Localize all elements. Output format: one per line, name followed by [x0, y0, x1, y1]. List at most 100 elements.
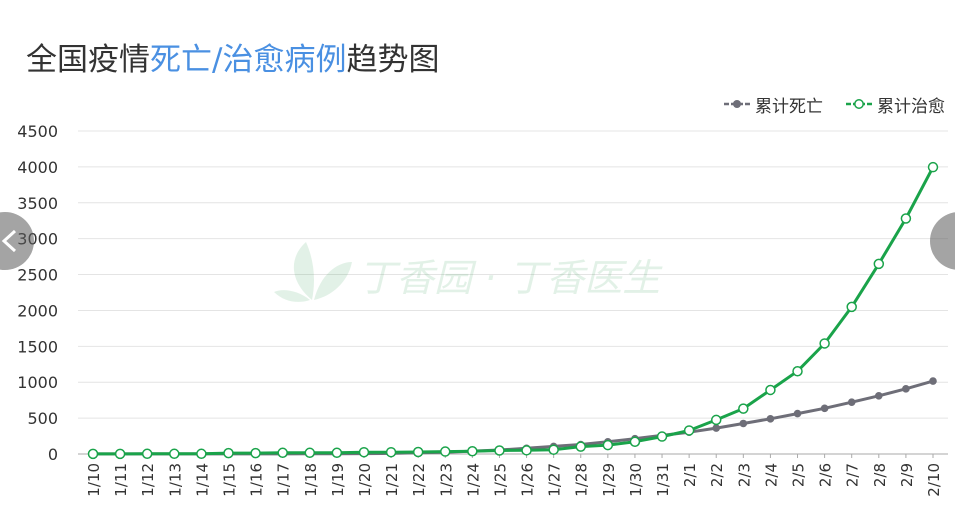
data-point — [440, 446, 451, 457]
x-tick-label: 2/4 — [762, 463, 780, 487]
data-point — [900, 213, 912, 224]
data-point — [141, 448, 153, 460]
series-points-cured — [87, 161, 939, 460]
x-tick-label: 1/16 — [248, 463, 266, 497]
data-point — [358, 446, 370, 458]
data-point — [846, 301, 857, 313]
data-point — [602, 439, 614, 451]
watermark-text: 丁香园 · 丁香医生 — [358, 256, 663, 300]
data-point — [521, 445, 532, 456]
data-point — [765, 384, 776, 396]
x-tick-label: 1/21 — [383, 463, 401, 497]
x-tick-label: 1/13 — [166, 463, 184, 497]
data-point — [875, 391, 883, 400]
data-point — [793, 409, 802, 418]
data-point — [902, 385, 910, 393]
data-point — [304, 447, 316, 459]
data-point — [766, 415, 775, 423]
data-point — [819, 338, 830, 349]
data-point — [169, 448, 180, 460]
x-tick-label: 2/5 — [790, 463, 808, 487]
data-point — [929, 377, 937, 385]
data-point — [739, 419, 748, 428]
data-point — [196, 448, 207, 460]
data-point — [575, 441, 586, 452]
x-tick-label: 1/10 — [85, 463, 103, 497]
x-tick-label: 2/3 — [735, 463, 753, 487]
x-tick-label: 1/31 — [654, 463, 672, 497]
legend-death-marker — [724, 100, 750, 108]
data-point — [250, 447, 261, 459]
watermark: 丁香园 · 丁香医生 — [274, 242, 663, 302]
y-tick-label: 2000 — [17, 301, 58, 320]
data-point — [494, 445, 505, 456]
data-point — [927, 161, 939, 173]
x-tick-label: 1/24 — [464, 463, 482, 497]
y-tick-label: 4500 — [17, 122, 58, 141]
x-tick-label: 1/15 — [220, 463, 238, 497]
x-tick-label: 2/6 — [817, 463, 835, 487]
data-point — [412, 446, 424, 458]
x-tick-label: 1/27 — [546, 463, 564, 497]
x-tick-label: 1/20 — [356, 463, 374, 497]
y-tick-label: 0 — [48, 445, 58, 464]
y-tick-label: 1000 — [17, 373, 58, 392]
data-point — [385, 446, 397, 458]
data-point — [629, 436, 641, 447]
data-point — [114, 448, 126, 460]
data-point — [873, 258, 885, 270]
legend-item-cured[interactable]: 累计治愈 — [845, 92, 945, 117]
series-line-death — [93, 379, 934, 456]
data-point — [656, 431, 668, 442]
data-point — [331, 447, 343, 459]
y-tick-label: 2500 — [17, 266, 58, 285]
data-point — [847, 398, 856, 406]
legend-death-label: 累计死亡 — [755, 96, 823, 117]
x-tick-label: 2/1 — [681, 463, 699, 487]
data-point — [792, 365, 803, 377]
x-tick-label: 1/12 — [139, 463, 157, 497]
chart-title: 全国疫情死亡/治愈病例趋势图 — [26, 38, 439, 82]
data-point — [548, 444, 559, 455]
legend-cured-marker — [846, 99, 872, 109]
title-part-1: 全国疫情 — [26, 42, 150, 78]
y-tick-label: 3500 — [17, 194, 58, 213]
x-tick-label: 1/30 — [627, 463, 645, 497]
data-point — [738, 403, 749, 414]
x-tick-label: 2/2 — [708, 463, 726, 487]
x-tick-label: 1/28 — [573, 463, 591, 497]
data-point — [820, 404, 829, 413]
data-point — [712, 424, 721, 432]
legend-item-death[interactable]: 累计死亡 — [723, 92, 823, 117]
title-part-3: 趋势图 — [346, 42, 440, 78]
y-tick-label: 1500 — [17, 337, 58, 356]
x-tick-label: 2/10 — [925, 463, 943, 497]
x-tick-label: 1/23 — [437, 463, 455, 497]
legend-cured-label: 累计治愈 — [877, 96, 945, 117]
y-tick-label: 4000 — [17, 158, 58, 177]
data-point — [467, 446, 478, 457]
x-tick-label: 1/25 — [491, 463, 509, 497]
chevron-left-icon — [1, 229, 17, 253]
x-tick-label: 1/11 — [112, 463, 130, 497]
x-tick-label: 1/17 — [275, 463, 293, 497]
grid-lines — [78, 130, 948, 455]
chart-legend: 累计死亡 累计治愈 — [723, 92, 945, 117]
x-tick-label: 2/7 — [844, 463, 862, 487]
data-point — [710, 414, 722, 426]
x-tick-label: 1/22 — [410, 463, 428, 497]
y-tick-label: 500 — [27, 409, 58, 428]
x-tick-label: 1/29 — [600, 463, 618, 497]
data-point — [223, 447, 234, 459]
title-highlight: 死亡/治愈病例 — [150, 42, 347, 78]
series-lines — [87, 161, 939, 460]
x-tick-label: 1/19 — [329, 463, 347, 497]
series-points-death — [89, 377, 937, 458]
leaf-logo-icon — [274, 242, 352, 302]
x-tick-label: 2/8 — [871, 463, 889, 487]
data-point — [277, 447, 288, 459]
x-tick-label: 2/9 — [898, 463, 916, 487]
data-point — [87, 448, 99, 460]
